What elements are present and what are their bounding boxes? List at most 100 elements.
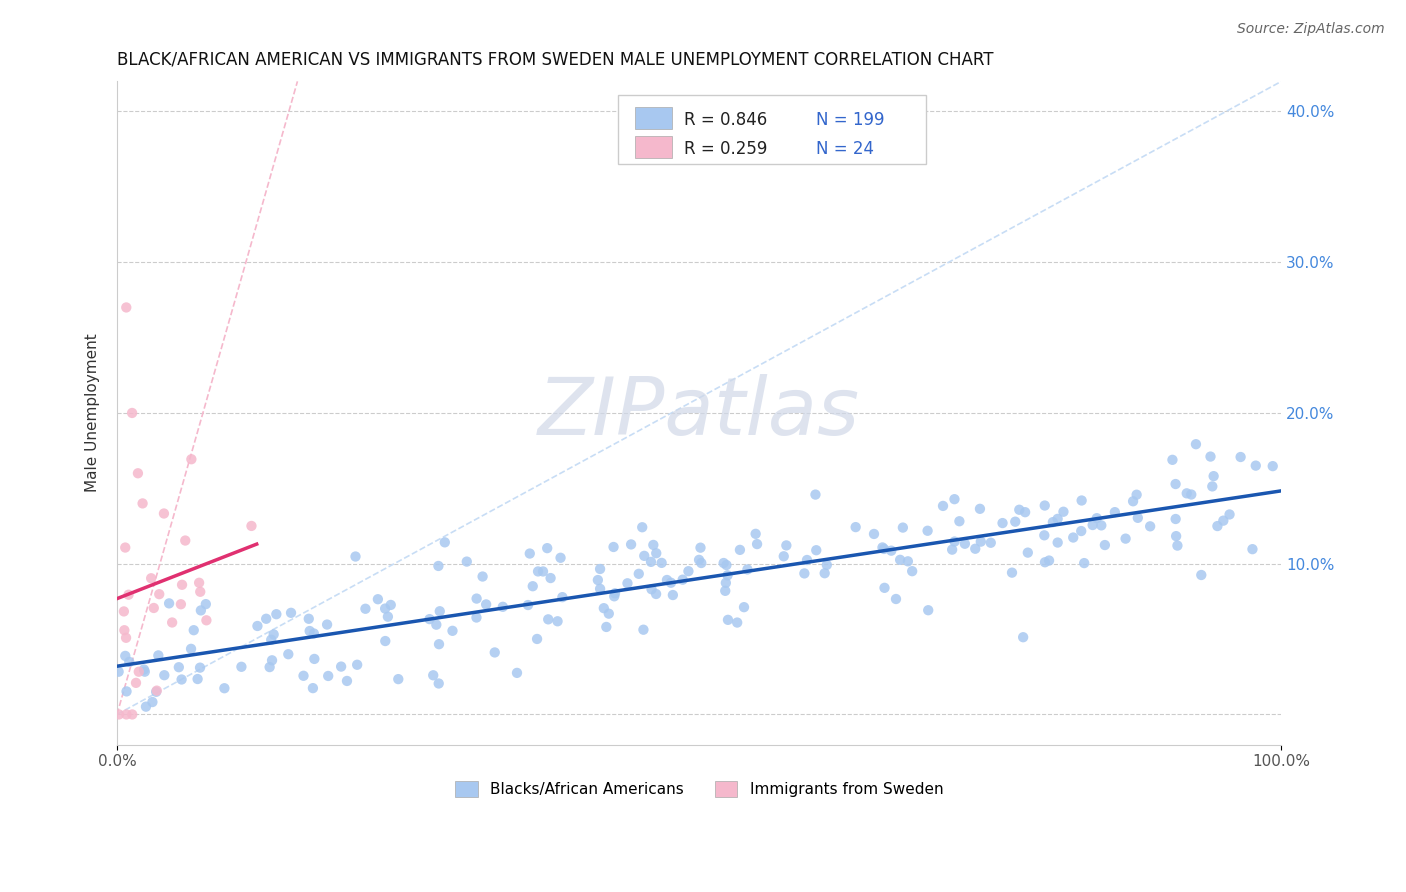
Point (1218, 508, 1240, 522)
Point (427, 558, 450, 573)
Point (519, 547, 541, 561)
Point (188, 584, 211, 599)
Point (1094, 538, 1116, 552)
Point (1046, 512, 1069, 526)
Point (180, 641, 202, 656)
Point (427, 637, 450, 651)
Point (845, 520, 868, 534)
Point (277, 647, 299, 661)
Y-axis label: Male Unemployment: Male Unemployment (86, 334, 100, 492)
Point (980, 535, 1002, 549)
Text: R = 0.259: R = 0.259 (685, 140, 768, 158)
Point (678, 564, 700, 578)
Point (547, 614, 569, 628)
Point (354, 601, 377, 615)
Point (153, 507, 176, 521)
Point (107, 665, 129, 679)
Point (633, 623, 655, 637)
Point (889, 553, 911, 567)
Point (1185, 437, 1208, 451)
Point (127, 467, 149, 481)
Point (1104, 505, 1126, 519)
Point (115, 707, 138, 722)
Point (433, 535, 456, 549)
Point (804, 487, 827, 501)
Point (121, 707, 143, 722)
Point (725, 615, 748, 630)
Point (1139, 519, 1161, 533)
Point (948, 514, 970, 528)
Point (1199, 450, 1222, 464)
Point (659, 575, 682, 590)
Point (260, 632, 283, 647)
Point (170, 578, 193, 592)
Point (991, 516, 1014, 530)
Point (344, 549, 367, 564)
Point (259, 660, 281, 674)
Point (1046, 535, 1069, 549)
Point (1241, 542, 1264, 557)
Point (772, 549, 794, 564)
Point (970, 534, 993, 549)
Point (492, 599, 515, 614)
Point (620, 537, 643, 551)
Point (873, 581, 896, 595)
Point (135, 699, 157, 714)
Point (1166, 529, 1188, 543)
Point (880, 543, 903, 558)
Point (292, 669, 315, 683)
Point (897, 554, 920, 568)
Point (1090, 518, 1112, 533)
Point (160, 615, 183, 630)
Point (527, 565, 550, 579)
Point (1052, 505, 1074, 519)
Point (775, 538, 797, 552)
Point (465, 591, 488, 606)
Point (884, 592, 907, 607)
Point (240, 519, 263, 533)
Text: N = 199: N = 199 (815, 111, 884, 128)
Point (645, 546, 668, 560)
Point (917, 524, 939, 538)
Point (141, 695, 163, 709)
Point (427, 676, 450, 690)
Point (589, 582, 612, 596)
Point (387, 672, 409, 686)
Point (717, 613, 740, 627)
Point (145, 685, 167, 699)
Point (672, 573, 695, 587)
Point (125, 676, 148, 690)
FancyBboxPatch shape (617, 95, 927, 164)
Point (540, 571, 562, 585)
Point (1070, 493, 1092, 508)
Point (506, 665, 529, 680)
Point (1017, 546, 1039, 560)
Point (1180, 487, 1202, 501)
Point (128, 665, 150, 679)
Point (640, 582, 662, 597)
Point (522, 579, 544, 593)
Point (114, 541, 136, 555)
Point (183, 624, 205, 638)
Point (1012, 630, 1035, 644)
Point (1202, 469, 1225, 483)
Point (586, 573, 609, 587)
Point (1229, 450, 1251, 464)
Point (690, 556, 713, 570)
Point (475, 598, 498, 612)
Point (655, 573, 678, 587)
Point (891, 520, 914, 534)
Point (115, 631, 138, 645)
Point (627, 566, 650, 581)
Point (603, 586, 626, 600)
Point (263, 627, 285, 641)
Point (280, 606, 302, 620)
Point (214, 681, 236, 696)
Point (1033, 555, 1056, 569)
Point (917, 603, 939, 617)
Point (132, 663, 155, 677)
Point (1004, 515, 1026, 529)
Point (941, 542, 963, 557)
Point (484, 645, 506, 659)
Point (1244, 458, 1267, 473)
